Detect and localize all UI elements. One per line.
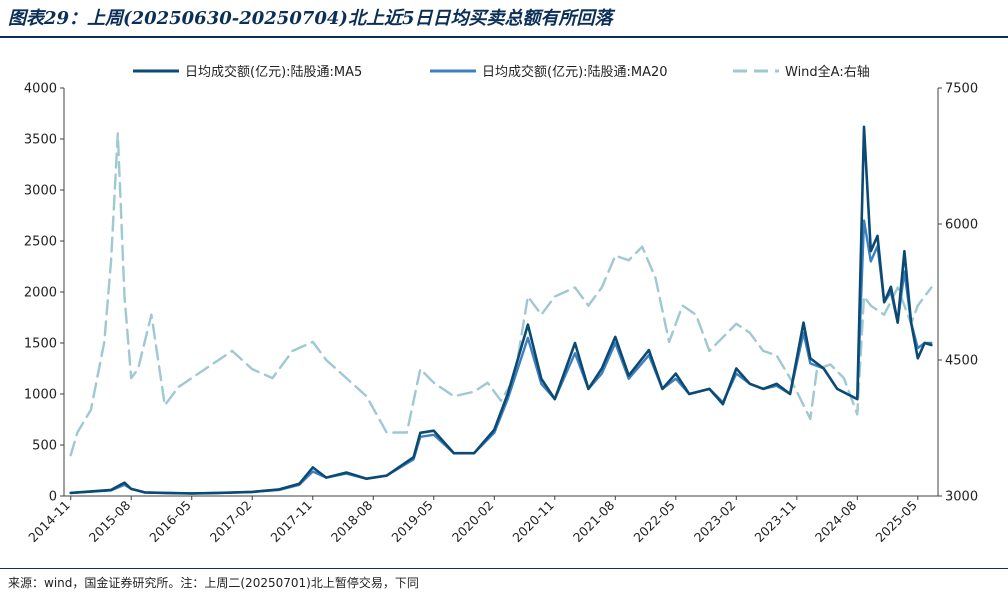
- x-tick-label: 2022-05: [630, 498, 678, 546]
- left-y-tick-label: 2000: [24, 286, 57, 301]
- figure-title: 图表29：上周(20250630-20250704)北上近5日日均买卖总额有所回…: [8, 8, 613, 29]
- left-y-tick-label: 1500: [24, 337, 57, 352]
- title-divider: [0, 36, 1008, 38]
- x-tick-label: 2020-11: [509, 498, 557, 546]
- footer-divider: [0, 568, 1008, 569]
- left-y-tick-label: 3000: [24, 184, 57, 199]
- legend-label-0: 日均成交额(亿元):陆股通:MA5: [185, 64, 362, 80]
- right-y-tick-label: 3000: [945, 490, 978, 505]
- legend-label-1: 日均成交额(亿元):陆股通:MA20: [482, 64, 668, 80]
- chart-series: [69, 125, 933, 495]
- x-tick-label: 2016-05: [146, 498, 194, 546]
- right-y-tick-label: 4500: [945, 354, 978, 369]
- x-tick-label: 2014-11: [25, 498, 73, 546]
- x-tick-label: 2023-11: [751, 498, 799, 546]
- left-y-tick-label: 0: [49, 490, 57, 505]
- series-line-1: [69, 219, 933, 495]
- left-y-tick-label: 2500: [24, 235, 57, 250]
- right-y-tick-label: 7500: [945, 82, 978, 97]
- chart-axes: 0 500 1000 1500 2000 2500 3000 3500 4000 3000 4500…: [24, 82, 978, 546]
- series-line-2: [69, 132, 933, 457]
- x-tick-label: 2020-02: [449, 498, 497, 546]
- source-note: 来源：wind，国金证券研究所。注：上周二(20250701)北上暂停交易，下同: [8, 576, 419, 590]
- x-tick-label: 2018-08: [328, 497, 376, 545]
- x-tick-label: 2017-11: [267, 498, 315, 546]
- x-tick-label: 2025-05: [872, 498, 920, 546]
- line-chart: 日均成交额(亿元):陆股通:MA5 日均成交额(亿元):陆股通:MA20 Wind全…: [24, 64, 978, 546]
- x-tick-label: 2024-08: [812, 497, 860, 545]
- x-tick-label: 2023-02: [691, 498, 739, 546]
- right-y-tick-label: 6000: [945, 218, 978, 233]
- left-y-tick-label: 4000: [24, 82, 57, 97]
- x-tick-label: 2021-08: [570, 497, 618, 545]
- legend-label-2: Wind全A:右轴: [785, 64, 870, 80]
- series-line-0: [69, 125, 933, 495]
- x-tick-label: 2015-08: [86, 497, 134, 545]
- left-y-tick-label: 3500: [24, 133, 57, 148]
- left-y-tick-label: 500: [32, 439, 57, 454]
- x-tick-label: 2017-02: [207, 498, 255, 546]
- x-tick-label: 2019-05: [388, 498, 436, 546]
- legend: 日均成交额(亿元):陆股通:MA5 日均成交额(亿元):陆股通:MA20 Wind全…: [133, 64, 870, 80]
- left-y-tick-label: 1000: [24, 388, 57, 403]
